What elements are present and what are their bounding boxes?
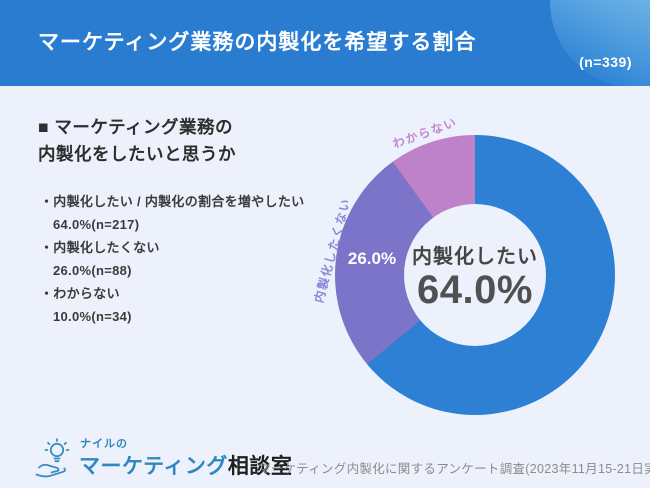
list-item-value: 26.0%(n=88) bbox=[53, 263, 132, 278]
section-heading-line2: 内製化をしたいと思うか bbox=[38, 144, 236, 164]
donut-center-value: 64.0% bbox=[417, 267, 533, 312]
header: マーケティング業務の内製化を希望する割合 (n=339) bbox=[0, 0, 650, 86]
donut-center-label: 内製化したい bbox=[412, 245, 538, 268]
header-gradient-circle bbox=[550, 0, 650, 86]
survey-caption: マーケティング内製化に関するアンケート調査(2023年11月15-21日実施) bbox=[258, 462, 650, 476]
hand-lightbulb-icon bbox=[35, 438, 70, 478]
list-item-label: ・内製化したい / 内製化の割合を増やしたい bbox=[40, 194, 305, 209]
page-title: マーケティング業務の内製化を希望する割合 bbox=[38, 31, 477, 54]
section-heading-line1: ■ マーケティング業務の bbox=[38, 117, 234, 137]
list-item-label: ・わからない bbox=[40, 286, 120, 301]
donut-center: 内製化したい 64.0% bbox=[404, 204, 546, 346]
logo-wordmark: マーケティング相談室 bbox=[79, 450, 292, 480]
logo-brand-dark: 相談室 bbox=[227, 455, 293, 478]
purple-segment-value-label: 26.0% bbox=[347, 249, 397, 268]
list-item-label: ・内製化したくない bbox=[40, 240, 160, 255]
section-heading: ■ マーケティング業務の 内製化をしたいと思うか bbox=[38, 114, 236, 168]
list-item-value: 64.0%(n=217) bbox=[53, 217, 140, 232]
list-item-value: 10.0%(n=34) bbox=[53, 309, 132, 324]
results-list: ・内製化したい / 内製化の割合を増やしたい 64.0%(n=217) ・内製化… bbox=[40, 190, 304, 328]
logo-brand-blue: マーケティング bbox=[79, 455, 228, 478]
sample-size-badge: (n=339) bbox=[579, 54, 632, 70]
donut-ring: 内製化したい 64.0% bbox=[335, 135, 615, 415]
logo-top-text: ナイルの bbox=[80, 438, 128, 450]
